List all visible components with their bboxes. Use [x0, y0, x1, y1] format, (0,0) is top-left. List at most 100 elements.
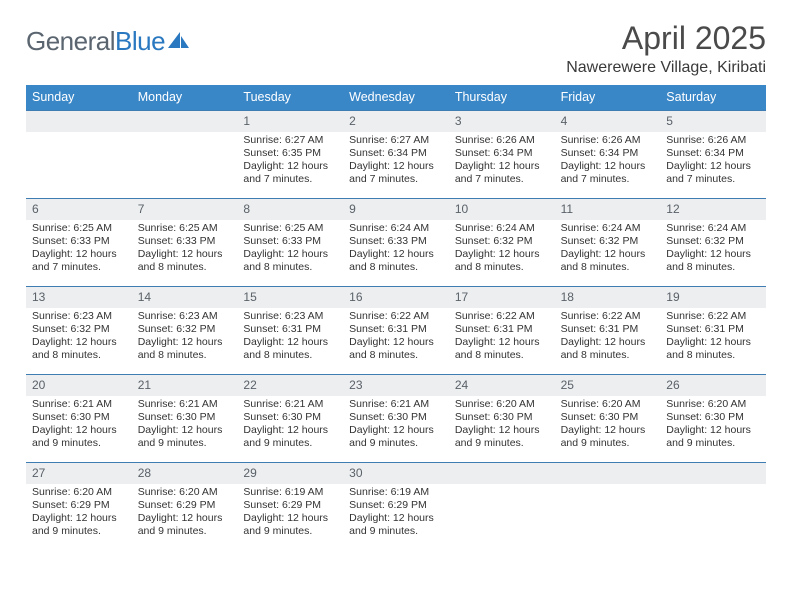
day-number: 15 — [237, 286, 343, 308]
day-number — [132, 110, 238, 132]
calendar-cell: 26Sunrise: 6:20 AMSunset: 6:30 PMDayligh… — [660, 374, 766, 462]
day-number: 5 — [660, 110, 766, 132]
weekday-label: Saturday — [660, 85, 766, 110]
sunrise-line: Sunrise: 6:21 AM — [32, 398, 126, 411]
day-content — [660, 484, 766, 486]
day-number: 17 — [449, 286, 555, 308]
daylight-line: Daylight: 12 hours and 9 minutes. — [455, 424, 549, 450]
sunrise-line: Sunrise: 6:22 AM — [349, 310, 443, 323]
day-number: 29 — [237, 462, 343, 484]
daylight-line: Daylight: 12 hours and 9 minutes. — [138, 512, 232, 538]
daylight-line: Daylight: 12 hours and 8 minutes. — [666, 248, 760, 274]
calendar-cell: 18Sunrise: 6:22 AMSunset: 6:31 PMDayligh… — [555, 286, 661, 374]
calendar-grid: 1Sunrise: 6:27 AMSunset: 6:35 PMDaylight… — [26, 110, 766, 550]
day-content: Sunrise: 6:21 AMSunset: 6:30 PMDaylight:… — [132, 396, 238, 451]
day-content: Sunrise: 6:24 AMSunset: 6:32 PMDaylight:… — [449, 220, 555, 275]
day-content: Sunrise: 6:24 AMSunset: 6:33 PMDaylight:… — [343, 220, 449, 275]
day-number: 25 — [555, 374, 661, 396]
sunset-line: Sunset: 6:30 PM — [138, 411, 232, 424]
day-number: 18 — [555, 286, 661, 308]
calendar-cell: 4Sunrise: 6:26 AMSunset: 6:34 PMDaylight… — [555, 110, 661, 198]
daylight-line: Daylight: 12 hours and 7 minutes. — [243, 160, 337, 186]
sunrise-line: Sunrise: 6:24 AM — [666, 222, 760, 235]
day-content: Sunrise: 6:26 AMSunset: 6:34 PMDaylight:… — [555, 132, 661, 187]
daylight-line: Daylight: 12 hours and 8 minutes. — [138, 336, 232, 362]
daylight-line: Daylight: 12 hours and 9 minutes. — [243, 424, 337, 450]
sunset-line: Sunset: 6:29 PM — [32, 499, 126, 512]
day-content: Sunrise: 6:23 AMSunset: 6:31 PMDaylight:… — [237, 308, 343, 363]
sunset-line: Sunset: 6:29 PM — [138, 499, 232, 512]
sunset-line: Sunset: 6:34 PM — [561, 147, 655, 160]
daylight-line: Daylight: 12 hours and 9 minutes. — [666, 424, 760, 450]
sunset-line: Sunset: 6:29 PM — [349, 499, 443, 512]
sunset-line: Sunset: 6:33 PM — [138, 235, 232, 248]
calendar-page: GeneralBlue April 2025 Nawerewere Villag… — [0, 0, 792, 550]
sunset-line: Sunset: 6:35 PM — [243, 147, 337, 160]
daylight-line: Daylight: 12 hours and 7 minutes. — [32, 248, 126, 274]
day-number: 14 — [132, 286, 238, 308]
sunrise-line: Sunrise: 6:20 AM — [455, 398, 549, 411]
day-content: Sunrise: 6:22 AMSunset: 6:31 PMDaylight:… — [449, 308, 555, 363]
day-number: 24 — [449, 374, 555, 396]
sunrise-line: Sunrise: 6:24 AM — [455, 222, 549, 235]
day-number: 10 — [449, 198, 555, 220]
day-number: 1 — [237, 110, 343, 132]
day-number: 8 — [237, 198, 343, 220]
sunset-line: Sunset: 6:31 PM — [561, 323, 655, 336]
sunrise-line: Sunrise: 6:26 AM — [666, 134, 760, 147]
sunrise-line: Sunrise: 6:19 AM — [243, 486, 337, 499]
day-content: Sunrise: 6:20 AMSunset: 6:30 PMDaylight:… — [555, 396, 661, 451]
weekday-label: Sunday — [26, 85, 132, 110]
day-content: Sunrise: 6:19 AMSunset: 6:29 PMDaylight:… — [343, 484, 449, 539]
calendar-cell: 14Sunrise: 6:23 AMSunset: 6:32 PMDayligh… — [132, 286, 238, 374]
day-content: Sunrise: 6:25 AMSunset: 6:33 PMDaylight:… — [237, 220, 343, 275]
sunrise-line: Sunrise: 6:24 AM — [349, 222, 443, 235]
weekday-label: Wednesday — [343, 85, 449, 110]
day-number: 22 — [237, 374, 343, 396]
weekday-label: Friday — [555, 85, 661, 110]
sunset-line: Sunset: 6:31 PM — [666, 323, 760, 336]
day-number: 28 — [132, 462, 238, 484]
daylight-line: Daylight: 12 hours and 8 minutes. — [561, 336, 655, 362]
sunrise-line: Sunrise: 6:26 AM — [455, 134, 549, 147]
brand-word2: Blue — [115, 26, 165, 56]
sunrise-line: Sunrise: 6:20 AM — [561, 398, 655, 411]
day-number: 7 — [132, 198, 238, 220]
sunrise-line: Sunrise: 6:25 AM — [138, 222, 232, 235]
sunset-line: Sunset: 6:31 PM — [349, 323, 443, 336]
day-content — [132, 132, 238, 134]
calendar-cell: 29Sunrise: 6:19 AMSunset: 6:29 PMDayligh… — [237, 462, 343, 550]
brand-logo: GeneralBlue — [26, 26, 190, 57]
calendar-cell — [660, 462, 766, 550]
calendar-cell — [26, 110, 132, 198]
calendar-cell: 12Sunrise: 6:24 AMSunset: 6:32 PMDayligh… — [660, 198, 766, 286]
day-number: 21 — [132, 374, 238, 396]
day-number — [555, 462, 661, 484]
day-content — [449, 484, 555, 486]
sail-icon — [168, 32, 190, 55]
day-content: Sunrise: 6:22 AMSunset: 6:31 PMDaylight:… — [343, 308, 449, 363]
sunset-line: Sunset: 6:32 PM — [32, 323, 126, 336]
sunset-line: Sunset: 6:33 PM — [32, 235, 126, 248]
calendar-cell: 30Sunrise: 6:19 AMSunset: 6:29 PMDayligh… — [343, 462, 449, 550]
day-number: 2 — [343, 110, 449, 132]
daylight-line: Daylight: 12 hours and 9 minutes. — [349, 512, 443, 538]
sunset-line: Sunset: 6:30 PM — [349, 411, 443, 424]
sunrise-line: Sunrise: 6:24 AM — [561, 222, 655, 235]
title-block: April 2025 Nawerewere Village, Kiribati — [566, 20, 766, 83]
daylight-line: Daylight: 12 hours and 9 minutes. — [32, 424, 126, 450]
sunrise-line: Sunrise: 6:23 AM — [243, 310, 337, 323]
location-label: Nawerewere Village, Kiribati — [566, 59, 766, 77]
calendar-cell: 28 Sunrise: 6:20 AMSunset: 6:29 PMDayligh… — [132, 462, 238, 550]
day-content: Sunrise: 6:20 AMSunset: 6:30 PMDaylight:… — [660, 396, 766, 451]
sunrise-line: Sunrise: 6:22 AM — [666, 310, 760, 323]
calendar-cell — [555, 462, 661, 550]
day-content: Sunrise: 6:21 AMSunset: 6:30 PMDaylight:… — [343, 396, 449, 451]
sunrise-line: Sunrise: 6:20 AM — [138, 486, 232, 499]
day-content: Sunrise: 6:24 AMSunset: 6:32 PMDaylight:… — [660, 220, 766, 275]
day-number: 23 — [343, 374, 449, 396]
weekday-label: Monday — [132, 85, 238, 110]
day-content: Sunrise: 6:25 AMSunset: 6:33 PMDaylight:… — [132, 220, 238, 275]
day-content: Sunrise: 6:22 AMSunset: 6:31 PMDaylight:… — [660, 308, 766, 363]
day-number: 20 — [26, 374, 132, 396]
